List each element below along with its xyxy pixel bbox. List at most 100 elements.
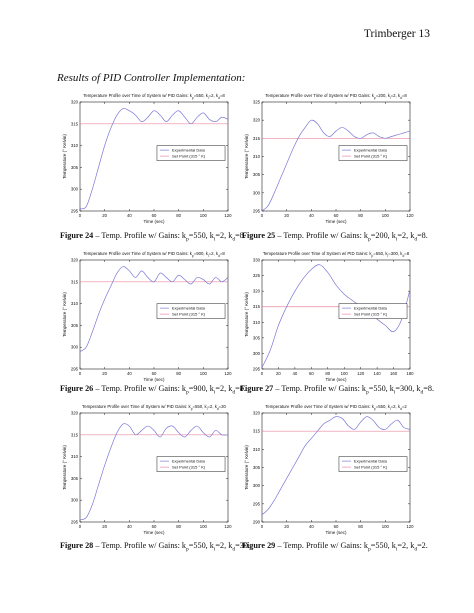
y-axis-label: Temperature (° Kelvin) bbox=[62, 445, 67, 490]
y-tick-label: 320 bbox=[253, 289, 261, 294]
legend-box bbox=[338, 145, 408, 161]
y-axis-label: Temperature (° Kelvin) bbox=[62, 292, 67, 337]
y-axis-label: Temperature (° Kelvin) bbox=[244, 292, 249, 337]
legend-label-experimental: Experimental Data bbox=[354, 459, 388, 464]
legend-label-setpoint: Set Point (315 ° K) bbox=[354, 154, 388, 159]
x-tick-label: 140 bbox=[374, 371, 382, 376]
x-tick-label: 40 bbox=[127, 524, 132, 529]
y-tick-label: 310 bbox=[71, 454, 79, 459]
plot-area bbox=[261, 259, 411, 370]
chart-title: Temperature Profile over Time of System … bbox=[265, 93, 407, 100]
chart-title: Temperature Profile over Time of System … bbox=[82, 404, 226, 411]
y-tick-label: 305 bbox=[253, 335, 261, 340]
y-tick-label: 305 bbox=[71, 165, 79, 170]
x-tick-label: 0 bbox=[261, 371, 264, 376]
y-tick-label: 310 bbox=[71, 301, 79, 306]
x-tick-label: 80 bbox=[176, 371, 181, 376]
legend-label-experimental: Experimental Data bbox=[172, 306, 206, 311]
chart-title: Temperature Profile over Time of System … bbox=[83, 251, 225, 258]
y-tick-label: 320 bbox=[71, 100, 79, 105]
x-tick-label: 60 bbox=[309, 371, 314, 376]
y-tick-label: 315 bbox=[253, 136, 261, 141]
x-tick-label: 120 bbox=[406, 524, 414, 529]
legend-box bbox=[156, 145, 226, 161]
x-tick-label: 20 bbox=[102, 371, 107, 376]
x-tick-label: 80 bbox=[358, 213, 363, 218]
chart-title: Temperature Profile over Time of System … bbox=[83, 93, 225, 100]
x-tick-label: 100 bbox=[382, 524, 390, 529]
legend-label-setpoint: Set Point (315 ° K) bbox=[354, 465, 388, 470]
y-tick-label: 315 bbox=[71, 432, 79, 437]
experimental-series-line bbox=[261, 119, 411, 212]
x-tick-label: 20 bbox=[102, 213, 107, 218]
x-tick-label: 0 bbox=[79, 524, 82, 529]
experimental-series-line bbox=[79, 108, 229, 210]
y-tick-label: 305 bbox=[253, 465, 261, 470]
y-tick-label: 300 bbox=[253, 351, 261, 356]
figure-27-chart: Temperature Profile over Time of System … bbox=[244, 251, 414, 382]
legend-label-experimental: Experimental Data bbox=[172, 459, 206, 464]
x-tick-label: 100 bbox=[382, 213, 390, 218]
legend-label-experimental: Experimental Data bbox=[354, 306, 388, 311]
y-tick-label: 325 bbox=[253, 100, 261, 105]
x-tick-label: 40 bbox=[292, 371, 297, 376]
experimental-series-line bbox=[261, 264, 411, 368]
y-tick-label: 305 bbox=[71, 476, 79, 481]
x-tick-label: 60 bbox=[152, 213, 157, 218]
y-tick-label: 295 bbox=[71, 209, 79, 214]
y-tick-label: 310 bbox=[253, 320, 261, 325]
x-tick-label: 120 bbox=[224, 213, 232, 218]
x-tick-label: 0 bbox=[79, 371, 82, 376]
y-tick-label: 290 bbox=[253, 520, 261, 525]
figure-24-chart: Temperature Profile over Time of System … bbox=[62, 93, 232, 224]
x-tick-label: 20 bbox=[276, 371, 281, 376]
x-tick-label: 60 bbox=[152, 371, 157, 376]
x-tick-label: 60 bbox=[152, 524, 157, 529]
x-tick-label: 80 bbox=[358, 524, 363, 529]
x-tick-label: 60 bbox=[334, 213, 339, 218]
chart-title: Temperature Profile over Time of System … bbox=[263, 251, 410, 258]
x-tick-label: 80 bbox=[325, 371, 330, 376]
experimental-series-line bbox=[261, 416, 411, 515]
x-tick-label: 120 bbox=[224, 524, 232, 529]
x-axis-label: Time (sec) bbox=[143, 530, 165, 535]
experimental-series-line bbox=[79, 266, 229, 352]
y-tick-label: 320 bbox=[253, 118, 261, 123]
x-tick-label: 80 bbox=[176, 213, 181, 218]
y-tick-label: 305 bbox=[253, 172, 261, 177]
legend-box bbox=[338, 456, 408, 472]
y-tick-label: 310 bbox=[253, 447, 261, 452]
figure-26-chart: Temperature Profile over Time of System … bbox=[62, 251, 232, 382]
page-header: Trimberger 13 bbox=[363, 28, 430, 40]
y-tick-label: 300 bbox=[71, 187, 79, 192]
x-tick-label: 20 bbox=[284, 524, 289, 529]
figure-25-chart: Temperature Profile over Time of System … bbox=[244, 93, 414, 224]
legend-label-setpoint: Set Point (315 ° K) bbox=[354, 312, 388, 317]
x-tick-label: 120 bbox=[357, 371, 365, 376]
x-tick-label: 40 bbox=[127, 371, 132, 376]
legend-label-setpoint: Set Point (315 ° K) bbox=[172, 154, 206, 159]
x-tick-label: 120 bbox=[406, 213, 414, 218]
legend-box bbox=[156, 456, 226, 472]
x-tick-label: 80 bbox=[176, 524, 181, 529]
x-tick-label: 40 bbox=[309, 524, 314, 529]
chart-title: Temperature Profile over Time of System … bbox=[265, 404, 407, 411]
y-tick-label: 310 bbox=[71, 143, 79, 148]
x-tick-label: 0 bbox=[261, 213, 264, 218]
figure-29-caption: Figure 29 – Temp. Profile w/ Gains: kp=5… bbox=[242, 541, 428, 553]
x-tick-label: 40 bbox=[309, 213, 314, 218]
x-tick-label: 180 bbox=[406, 371, 414, 376]
x-tick-label: 100 bbox=[200, 213, 208, 218]
figure-26-caption: Figure 26 – Temp. Profile w/ Gains: kp=9… bbox=[60, 384, 246, 396]
y-tick-label: 320 bbox=[253, 411, 261, 416]
legend-label-experimental: Experimental Data bbox=[172, 148, 206, 153]
y-tick-label: 295 bbox=[253, 367, 261, 372]
y-tick-label: 315 bbox=[253, 429, 261, 434]
y-axis-label: Temperature (° Kelvin) bbox=[62, 134, 67, 179]
x-tick-label: 60 bbox=[334, 524, 339, 529]
x-tick-label: 0 bbox=[261, 524, 264, 529]
figure-27-caption: Figure 27 – Temp. Profile w/ Gains: kp=5… bbox=[240, 384, 435, 396]
x-tick-label: 160 bbox=[390, 371, 398, 376]
y-tick-label: 310 bbox=[253, 154, 261, 159]
y-tick-label: 295 bbox=[253, 209, 261, 214]
